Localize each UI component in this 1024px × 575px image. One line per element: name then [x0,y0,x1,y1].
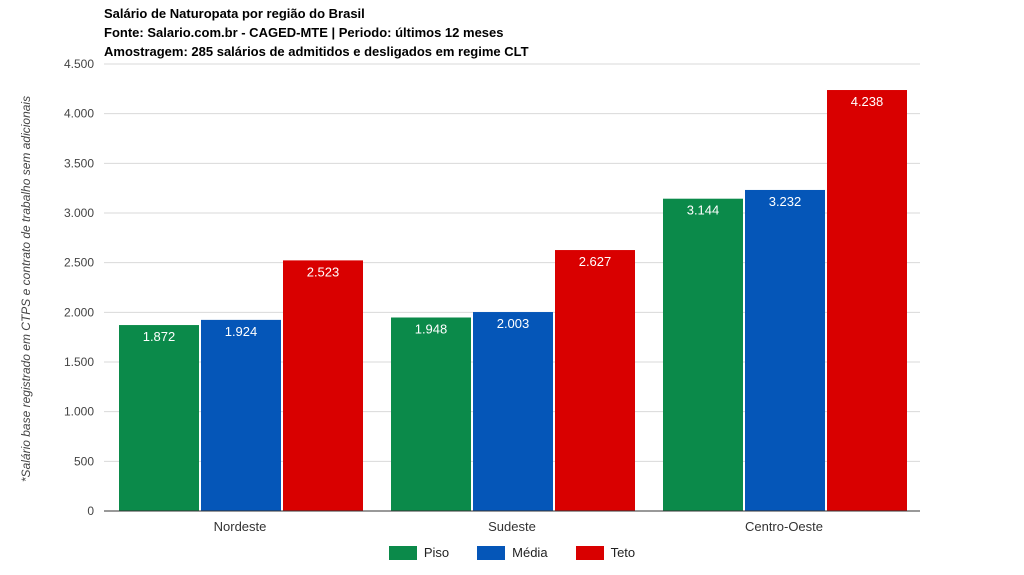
chart-titles: Salário de Naturopata por região do Bras… [104,4,529,61]
bar-teto [555,250,635,511]
x-tick-label: Centro-Oeste [745,519,823,534]
y-tick-label: 500 [74,454,94,468]
data-label: 1.924 [225,324,258,339]
data-label: 3.144 [687,203,720,218]
data-label: 3.232 [769,194,802,209]
y-tick-label: 3.500 [64,156,94,170]
y-tick-label: 0 [87,504,94,518]
x-tick-label: Sudeste [488,519,536,534]
bar-piso [391,317,471,511]
legend-item-piso[interactable]: Piso [388,545,450,560]
bar-piso [663,198,743,512]
legend-item-media[interactable]: Média [477,545,548,560]
y-tick-label: 4.500 [64,57,94,71]
data-label: 2.003 [497,316,530,331]
data-label: 2.627 [579,254,612,269]
y-tick-label: 3.000 [64,206,94,220]
bar-media [745,189,825,512]
y-tick-label: 2.000 [64,305,94,319]
bar-media [201,319,281,511]
data-label: 2.523 [307,264,340,279]
bar-teto [283,260,363,511]
legend-swatch-piso [388,545,417,560]
y-tick-label: 4.000 [64,107,94,121]
y-tick-label: 1.500 [64,355,94,369]
legend: Piso Média Teto [0,545,1024,560]
legend-swatch-teto [575,545,604,560]
data-label: 1.872 [143,329,176,344]
y-tick-label: 1.000 [64,405,94,419]
legend-item-teto[interactable]: Teto [575,545,636,560]
y-tick-label: 2.500 [64,256,94,270]
data-label: 4.238 [851,94,884,109]
chart-title: Salário de Naturopata por região do Bras… [104,6,365,21]
legend-label-piso: Piso [423,545,450,560]
legend-swatch-media [477,545,506,560]
legend-label-media: Média [512,545,548,560]
chart-subtitle-source: Fonte: Salario.com.br - CAGED-MTE | Peri… [104,25,504,40]
data-label: 1.948 [415,321,448,336]
bar-media [473,312,553,511]
legend-label-teto: Teto [610,545,636,560]
bar-piso [119,325,199,511]
x-tick-label: Nordeste [214,519,267,534]
chart-subtitle-sample: Amostragem: 285 salários de admitidos e … [104,44,529,59]
bar-teto [827,90,907,511]
